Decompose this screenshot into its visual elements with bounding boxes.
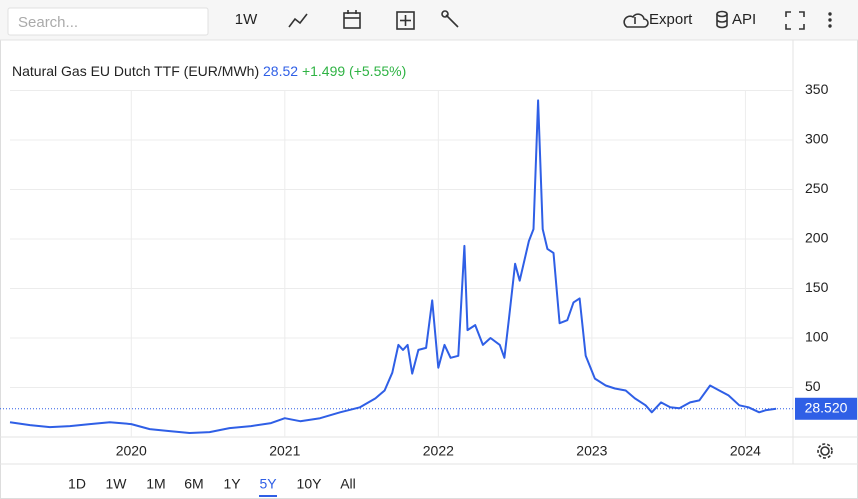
x-tick-label: 2024 [730,443,761,459]
search-box[interactable] [7,7,209,36]
settings-tool-icon[interactable] [441,10,459,28]
api-button[interactable]: API [716,10,756,29]
chart-type-icon[interactable] [288,13,308,28]
api-label: API [732,11,756,28]
x-tick-label: 2021 [269,443,300,459]
add-indicator-icon[interactable] [396,11,415,30]
range-button[interactable]: 1Y [223,476,241,492]
y-tick-label: 300 [805,131,829,147]
x-tick-label: 2020 [116,443,147,459]
y-tick-label: 350 [805,81,829,97]
range-bar: 1D 1W 1M 6M 1Y 5Y 10Y All [68,476,356,497]
calendar-icon[interactable] [343,10,361,29]
chart-header: Natural Gas EU Dutch TTF (EUR/MWh) 28.52… [12,63,406,79]
x-tick-label: 2023 [576,443,607,459]
y-tick-label: 150 [805,279,829,295]
last-price-box [795,397,857,420]
change: +1.499 (+5.55%) [302,63,406,79]
range-button[interactable]: 5Y [259,476,277,492]
export-label: Export [649,11,693,28]
range-button[interactable]: 1M [146,476,165,492]
range-button[interactable]: 10Y [297,476,323,492]
fullscreen-icon[interactable] [785,11,805,30]
chart-title: Natural Gas EU Dutch TTF (EUR/MWh) [12,63,259,79]
interval-button[interactable]: 1W [235,11,258,28]
range-button[interactable]: All [340,476,356,492]
range-button[interactable]: 1D [68,476,86,492]
range-button[interactable]: 1W [106,476,128,492]
plot-area: 50 100 150 200 250 300 350 2020 2021 2022 2023 2024… [0,40,858,464]
settings-gear[interactable] [817,443,833,459]
y-tick-label: 200 [805,230,829,246]
price: 28.52 [263,63,298,79]
price-line [9,99,777,434]
y-tick-label: 250 [805,180,829,196]
range-button[interactable]: 6M [184,476,203,492]
y-tick-label: 50 [805,378,821,394]
last-price-label: 28.520 [805,399,848,415]
menu-icon[interactable] [828,12,832,28]
search-placeholder: Search... [18,14,78,31]
export-button[interactable]: Export [623,11,693,28]
y-tick-label: 100 [805,329,829,345]
x-tick-label: 2022 [423,443,454,459]
